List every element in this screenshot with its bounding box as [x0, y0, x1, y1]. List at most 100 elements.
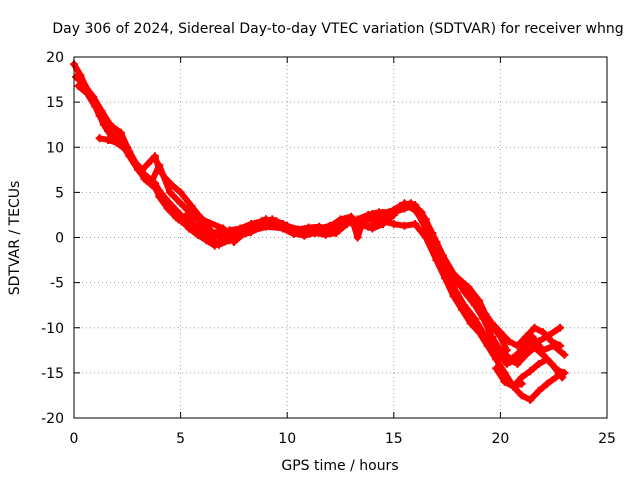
series-line: [71, 61, 564, 349]
data-point: [389, 220, 398, 228]
data-point: [140, 174, 149, 183]
data-point: [534, 386, 543, 395]
data-point: [257, 217, 266, 226]
x-axis-title: GPS time / hours: [281, 458, 398, 474]
data-point: [204, 224, 213, 233]
plot-frame: [73, 56, 608, 419]
y-tick-label: -10: [41, 321, 64, 337]
data-point: [539, 328, 547, 337]
data-point: [492, 346, 501, 355]
series-line: [75, 82, 568, 403]
data-point: [543, 355, 552, 364]
y-tick-label: 10: [46, 140, 64, 156]
series-trace-3: [74, 81, 569, 404]
data-point: [539, 346, 547, 355]
data-point: [417, 208, 426, 217]
y-tick-label: -5: [50, 276, 64, 292]
data-point: [215, 233, 223, 242]
data-point: [104, 127, 113, 135]
data-point: [321, 230, 330, 239]
data-point: [374, 208, 383, 217]
data-point: [268, 215, 277, 224]
data-point: [492, 364, 501, 373]
data-point: [148, 181, 157, 190]
data-point: [193, 215, 202, 224]
data-point: [526, 367, 535, 376]
y-tick-label: 0: [55, 231, 64, 247]
series-trace-1: [70, 60, 565, 350]
data-point: [155, 165, 164, 174]
data-point: [549, 341, 558, 350]
x-tick-label: 5: [176, 431, 185, 447]
data-point: [502, 377, 511, 386]
series-trace-4: [78, 80, 511, 355]
x-tick-label: 20: [491, 431, 509, 447]
data-point: [278, 220, 287, 228]
data-point: [289, 229, 298, 237]
y-tick-label: 20: [46, 50, 64, 66]
data-point: [157, 190, 166, 199]
data-point: [528, 332, 537, 341]
data-point: [517, 379, 526, 388]
data-point: [138, 165, 147, 174]
data-point: [560, 350, 569, 359]
data-point: [165, 206, 174, 215]
data-point: [470, 301, 479, 310]
data-point: [112, 138, 121, 147]
x-tick-label: 25: [598, 431, 616, 447]
data-point: [310, 229, 319, 237]
data-point: [551, 373, 560, 382]
data-point: [534, 337, 543, 346]
data-point: [219, 238, 228, 246]
data-point: [400, 221, 409, 230]
data-point: [530, 323, 539, 332]
data-point: [543, 379, 552, 388]
data-point: [364, 210, 373, 219]
data-point: [187, 201, 196, 210]
data-point: [225, 226, 234, 235]
data-point: [95, 134, 104, 143]
data-point: [353, 215, 362, 224]
x-tick-label: 10: [278, 431, 296, 447]
data-point: [247, 220, 255, 228]
data-series: [70, 60, 569, 404]
data-point: [368, 224, 377, 233]
data-point: [176, 188, 185, 197]
data-point: [449, 283, 458, 292]
data-point: [460, 287, 469, 296]
data-point: [453, 274, 462, 283]
data-point: [129, 156, 138, 165]
data-point: [87, 93, 96, 102]
data-point: [428, 229, 437, 237]
data-point: [146, 156, 155, 165]
data-point: [524, 341, 533, 350]
data-point: [95, 111, 104, 120]
data-point: [104, 136, 113, 144]
data-point: [210, 241, 219, 250]
data-point: [470, 314, 479, 323]
data-point: [411, 220, 420, 228]
data-point: [385, 208, 394, 217]
data-point: [406, 199, 415, 208]
data-point: [534, 359, 543, 368]
data-point: [396, 201, 405, 210]
y-tick-label: -20: [41, 411, 64, 427]
data-point: [438, 260, 447, 269]
data-point: [502, 359, 511, 368]
data-point: [202, 236, 211, 245]
data-point: [261, 222, 270, 231]
data-point: [513, 355, 522, 364]
data-point: [379, 220, 388, 228]
grid: [74, 57, 607, 418]
data-point: [121, 145, 130, 154]
data-point: [492, 355, 501, 364]
data-point: [485, 319, 494, 328]
series-trace-8: [502, 377, 526, 391]
data-point: [185, 224, 194, 233]
data-point: [78, 80, 87, 89]
data-point: [236, 224, 245, 233]
y-tick-label: -15: [41, 366, 64, 382]
series-line: [79, 81, 510, 354]
x-tick-label: 15: [385, 431, 403, 447]
